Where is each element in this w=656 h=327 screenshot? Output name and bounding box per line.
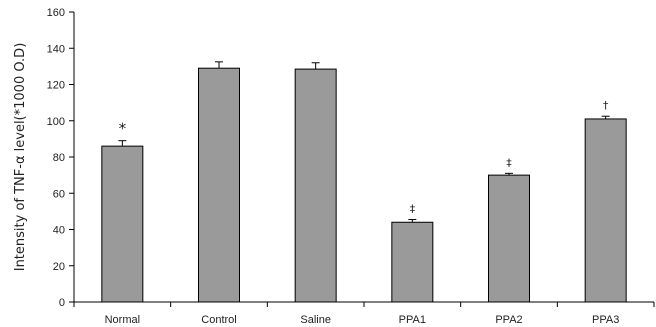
y-tick-label: 40 [53, 225, 65, 237]
x-tick-label: Saline [300, 314, 331, 326]
y-tick-label: 80 [53, 152, 65, 164]
significance-marker: * [119, 120, 127, 138]
y-tick-label: 160 [47, 7, 65, 19]
x-tick-label: PPA2 [495, 314, 522, 326]
bars: * ‡ ‡ † [101, 61, 627, 303]
bar-saline [294, 68, 337, 303]
bar-ppa1 [391, 221, 434, 303]
significance-marker: ‡ [506, 156, 512, 169]
bar-ppa3 [584, 118, 627, 303]
bar-normal [101, 145, 144, 303]
y-tick-label: 140 [47, 43, 65, 55]
y-axis-label: Intensity of TNF-α level(*1000 O.D) [13, 43, 28, 272]
category-labels: Normal Control Saline PPA1 PPA2 PPA3 [105, 314, 620, 326]
y-axis: 0 20 40 60 80 100 120 140 160 [47, 7, 75, 309]
bar-ppa2 [488, 174, 530, 303]
x-tick-label: PPA3 [592, 314, 619, 326]
significance-marker: ‡ [410, 203, 416, 216]
x-axis [73, 301, 655, 307]
y-tick-label: 20 [53, 261, 65, 273]
y-tick-label: 0 [59, 297, 65, 309]
x-tick-label: Control [201, 314, 236, 326]
y-tick-label: 100 [47, 116, 65, 128]
x-tick-label: PPA1 [399, 314, 426, 326]
x-tick-label: Normal [105, 314, 140, 326]
bar-control [198, 67, 240, 303]
y-tick-label: 120 [47, 80, 65, 92]
y-tick-label: 60 [53, 188, 65, 200]
significance-marker: † [603, 99, 609, 112]
